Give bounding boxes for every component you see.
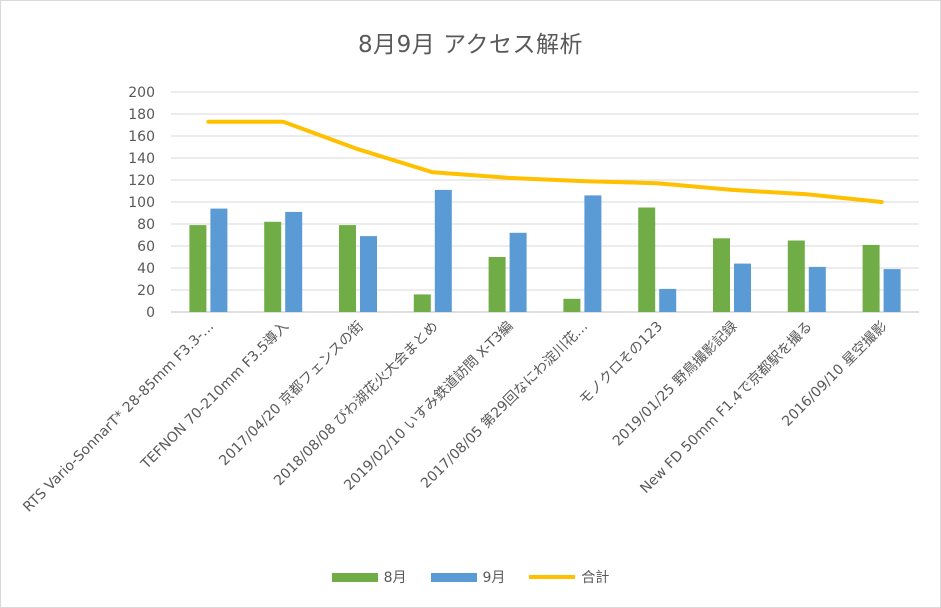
- bar-2: [360, 236, 377, 312]
- x-category-label: 2017/04/20 京都フェンスの街: [216, 319, 367, 470]
- legend-item-series-3: 合計: [529, 567, 609, 587]
- bar-1: [787, 240, 805, 312]
- y-tick-label: 40: [137, 261, 155, 277]
- bar-2: [509, 232, 527, 312]
- legend-swatch-series-1: [331, 572, 378, 582]
- x-category-label: 2019/01/25 野鳥撮影記録: [609, 318, 741, 450]
- y-tick-label: 120: [128, 173, 155, 189]
- x-category-label: TEFNON 70-210mm F3.5導入: [138, 319, 293, 474]
- legend-item-series-1: 8月: [331, 567, 407, 587]
- y-tick-label: 0: [146, 305, 155, 321]
- bar-2: [434, 189, 452, 312]
- legend-swatch-series-2: [430, 572, 477, 582]
- legend-swatch-series-3: [529, 575, 576, 579]
- y-tick-label: 20: [137, 283, 155, 299]
- legend: 8月 9月 合計: [1, 567, 940, 587]
- bar-1: [189, 225, 207, 312]
- legend-label-series-3: 合計: [581, 570, 610, 586]
- x-category-label: 2017/08/05 第29回なにわ淀川花…: [417, 318, 591, 492]
- y-tick-label: 100: [128, 195, 155, 211]
- x-category-label: New FD 50mm F1.4で京都駅を撮る: [637, 318, 816, 497]
- bar-1: [413, 294, 431, 312]
- x-category-label: 2018/08/08 びわ湖花火大会まとめ: [271, 319, 442, 490]
- bar-1: [862, 244, 880, 312]
- bar-2: [734, 263, 751, 312]
- bar-1: [264, 221, 282, 312]
- bar-2: [285, 211, 303, 312]
- bar-1: [638, 207, 656, 312]
- bar-2: [883, 269, 901, 312]
- bar-2: [584, 195, 602, 312]
- x-category-label: 2019/02/10 いすみ鉄道訪問 X-T3編: [341, 319, 516, 494]
- y-tick-label: 80: [137, 217, 155, 233]
- total-line: [206, 119, 884, 204]
- legend-item-series-2: 9月: [430, 567, 506, 587]
- chart-title: 8月9月 アクセス解析: [358, 32, 583, 58]
- y-tick-label: 180: [128, 107, 155, 123]
- y-tick-label: 140: [128, 151, 155, 167]
- bar-1: [339, 225, 356, 312]
- bar-2: [210, 208, 228, 312]
- bar-1: [488, 257, 506, 312]
- bar-2: [659, 288, 677, 312]
- bar-1: [563, 298, 581, 312]
- bar-1: [713, 238, 730, 312]
- y-tick-label: 60: [137, 239, 155, 255]
- y-tick-label: 200: [128, 85, 155, 101]
- bar-2: [808, 266, 826, 312]
- legend-label-series-1: 8月: [383, 570, 407, 586]
- legend-label-series-2: 9月: [482, 570, 506, 586]
- y-tick-label: 160: [128, 129, 155, 145]
